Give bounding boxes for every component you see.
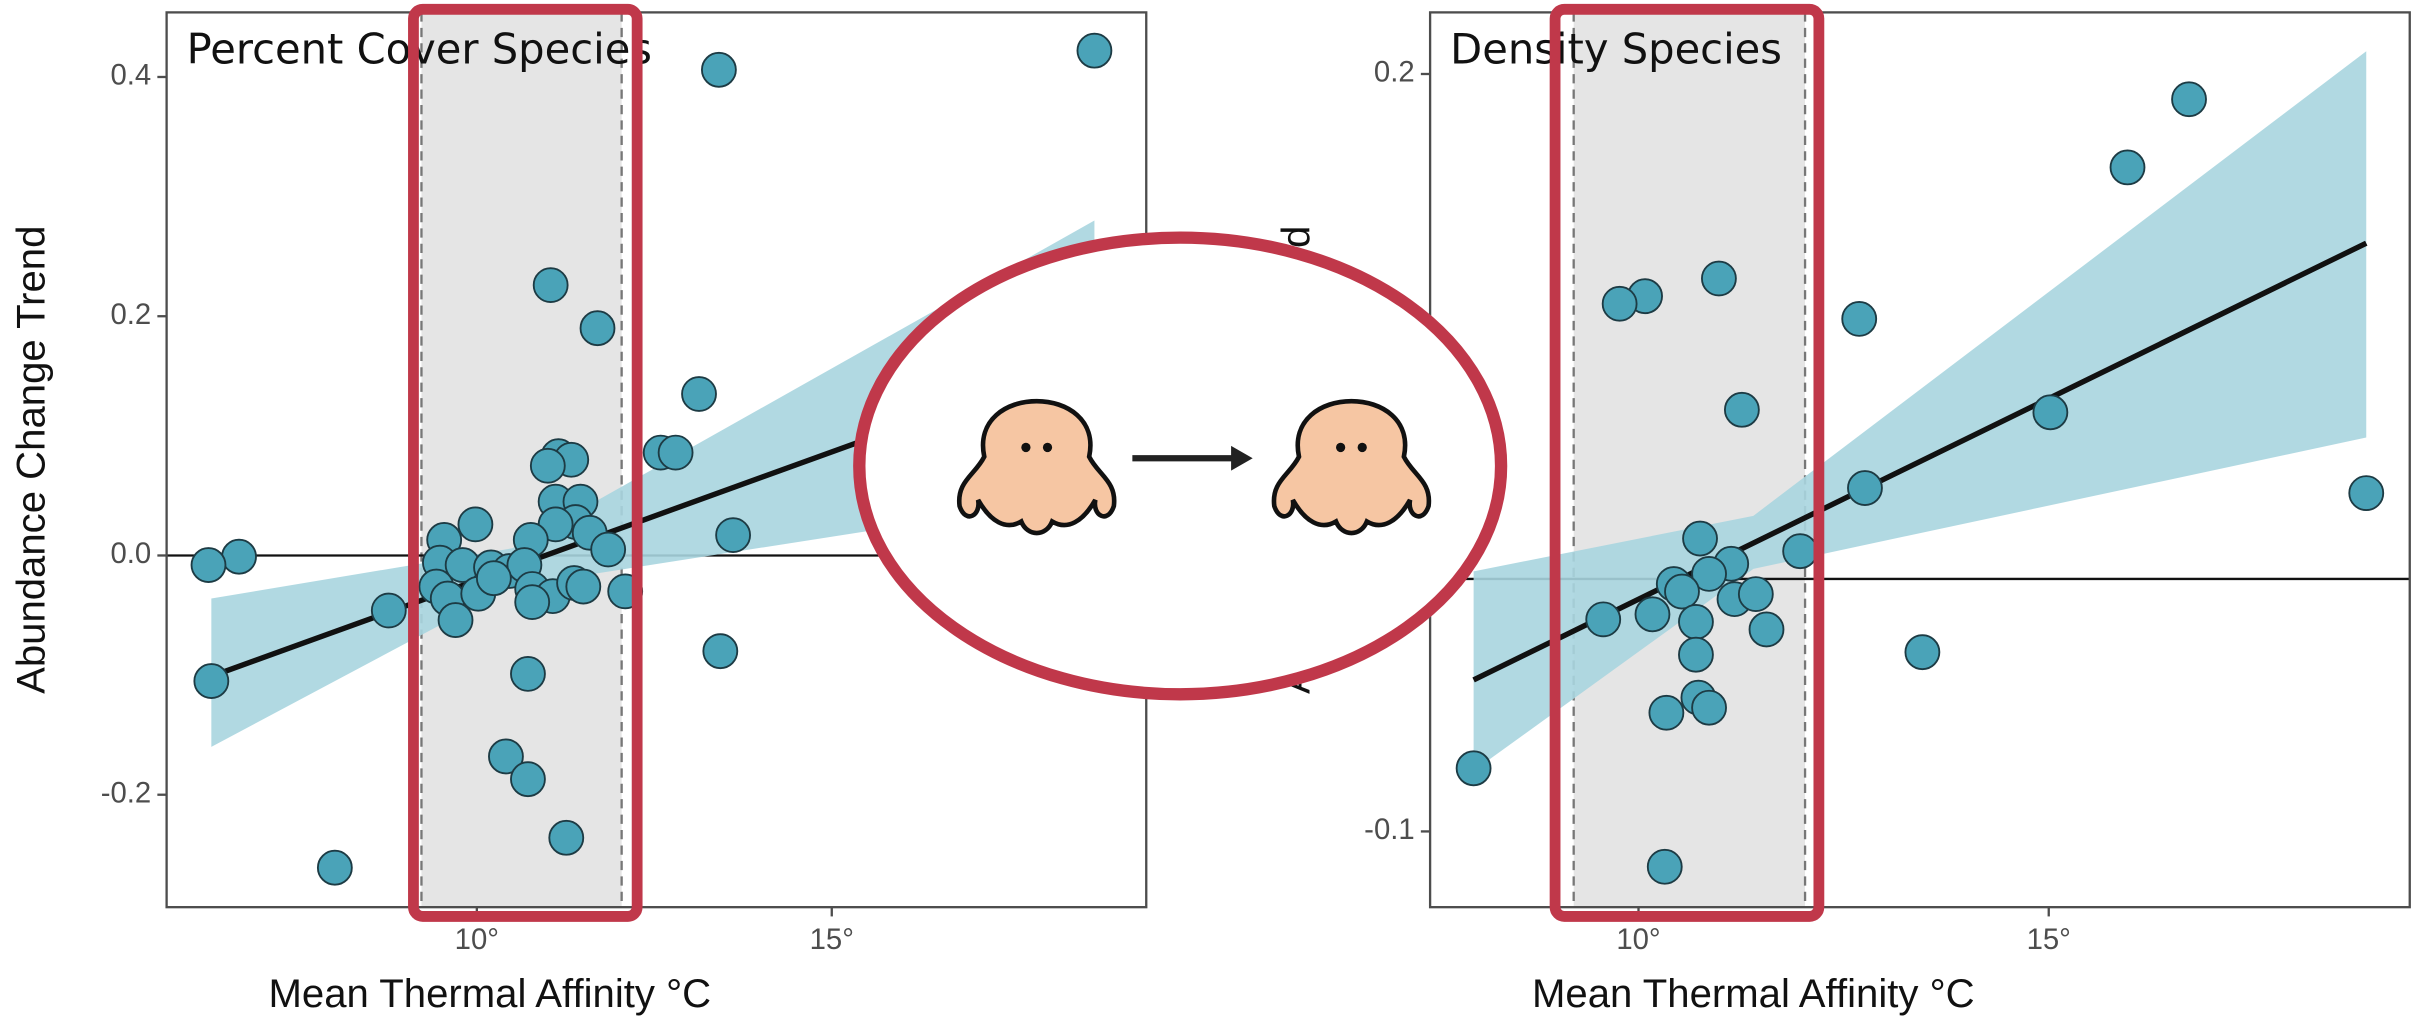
point <box>194 664 228 698</box>
point <box>1603 287 1637 321</box>
point <box>549 821 583 855</box>
point <box>1739 577 1773 611</box>
point <box>1648 850 1682 884</box>
point <box>222 540 256 574</box>
point <box>682 377 716 411</box>
point <box>477 561 511 595</box>
point <box>1457 751 1491 785</box>
y-tick-label: 0.2 <box>1374 56 1415 89</box>
x-axis-title: Mean Thermal Affinity °C <box>1532 972 1975 1016</box>
figure: 10° 15° 0.4 0.2 0.0 -0.2 Mean Thermal Affinity… <box>0 0 2419 1024</box>
point <box>1750 612 1784 646</box>
point <box>458 507 492 541</box>
point <box>659 436 693 470</box>
panel-title: Percent Cover Species <box>187 24 652 73</box>
point <box>566 570 600 604</box>
page: {"chart_data": [ {"type": "scatter", "ti… <box>0 0 2419 1024</box>
point <box>703 634 737 668</box>
point <box>2349 476 2383 510</box>
point <box>2172 82 2206 116</box>
point <box>1649 696 1683 730</box>
point <box>1679 605 1713 639</box>
point <box>581 311 615 345</box>
x-tick-label: 15° <box>2027 923 2071 956</box>
y-tick-label: 0.0 <box>110 537 151 570</box>
point <box>2111 150 2145 184</box>
point <box>531 449 565 483</box>
point <box>192 548 226 582</box>
y-tick-label: 0.4 <box>110 59 151 92</box>
point <box>1905 635 1939 669</box>
point <box>1683 522 1717 556</box>
point <box>1077 34 1111 68</box>
point <box>1586 602 1620 636</box>
point <box>372 594 406 628</box>
y-tick-label: -0.1 <box>1364 813 1414 846</box>
y-axis-title: Abundance Change Trend <box>10 226 54 694</box>
y-tick-label: -0.2 <box>101 776 151 809</box>
point <box>702 53 736 87</box>
point <box>1848 471 1882 505</box>
x-tick-label: 10° <box>1616 923 1660 956</box>
point <box>1702 262 1736 296</box>
panel-title: Density Species <box>1450 24 1782 73</box>
x-tick-label: 10° <box>455 923 499 956</box>
point <box>318 851 352 885</box>
point <box>511 657 545 691</box>
point <box>716 518 750 552</box>
point <box>1842 302 1876 336</box>
point <box>1679 638 1713 672</box>
point <box>591 533 625 567</box>
highlight-range <box>1574 12 1805 907</box>
point <box>2033 395 2067 429</box>
point <box>1783 534 1817 568</box>
point <box>1692 691 1726 725</box>
point <box>534 268 568 302</box>
x-axis-title: Mean Thermal Affinity °C <box>269 972 712 1016</box>
point <box>515 585 549 619</box>
point <box>511 762 545 796</box>
point <box>1665 575 1699 609</box>
x-tick-label: 15° <box>810 923 854 956</box>
y-tick-label: 0.2 <box>110 298 151 331</box>
point <box>439 603 473 637</box>
point <box>1725 393 1759 427</box>
point <box>1635 597 1669 631</box>
